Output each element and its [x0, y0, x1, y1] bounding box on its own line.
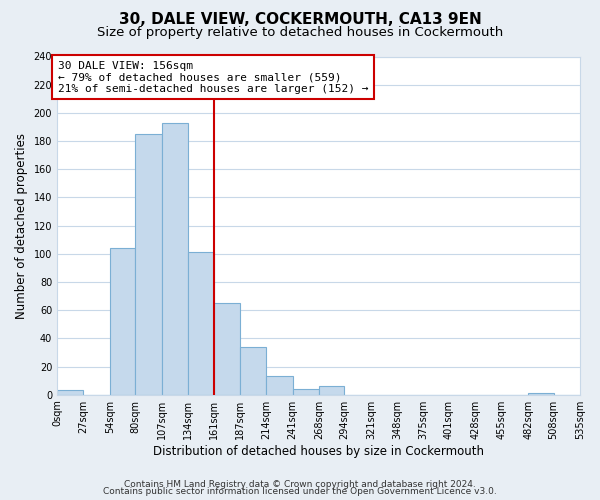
Text: Size of property relative to detached houses in Cockermouth: Size of property relative to detached ho…	[97, 26, 503, 39]
Bar	[188, 252, 214, 394]
Text: 30, DALE VIEW, COCKERMOUTH, CA13 9EN: 30, DALE VIEW, COCKERMOUTH, CA13 9EN	[119, 12, 481, 28]
Text: 30 DALE VIEW: 156sqm
← 79% of detached houses are smaller (559)
21% of semi-deta: 30 DALE VIEW: 156sqm ← 79% of detached h…	[58, 60, 368, 94]
Bar	[161, 122, 188, 394]
X-axis label: Distribution of detached houses by size in Cockermouth: Distribution of detached houses by size …	[153, 444, 484, 458]
Bar	[240, 347, 266, 395]
Bar	[319, 386, 344, 394]
Text: Contains public sector information licensed under the Open Government Licence v3: Contains public sector information licen…	[103, 488, 497, 496]
Y-axis label: Number of detached properties: Number of detached properties	[15, 132, 28, 318]
Bar	[110, 248, 135, 394]
Bar	[135, 134, 161, 394]
Bar	[293, 389, 319, 394]
Bar	[214, 303, 240, 394]
Bar	[57, 390, 83, 394]
Bar	[266, 376, 293, 394]
Text: Contains HM Land Registry data © Crown copyright and database right 2024.: Contains HM Land Registry data © Crown c…	[124, 480, 476, 489]
